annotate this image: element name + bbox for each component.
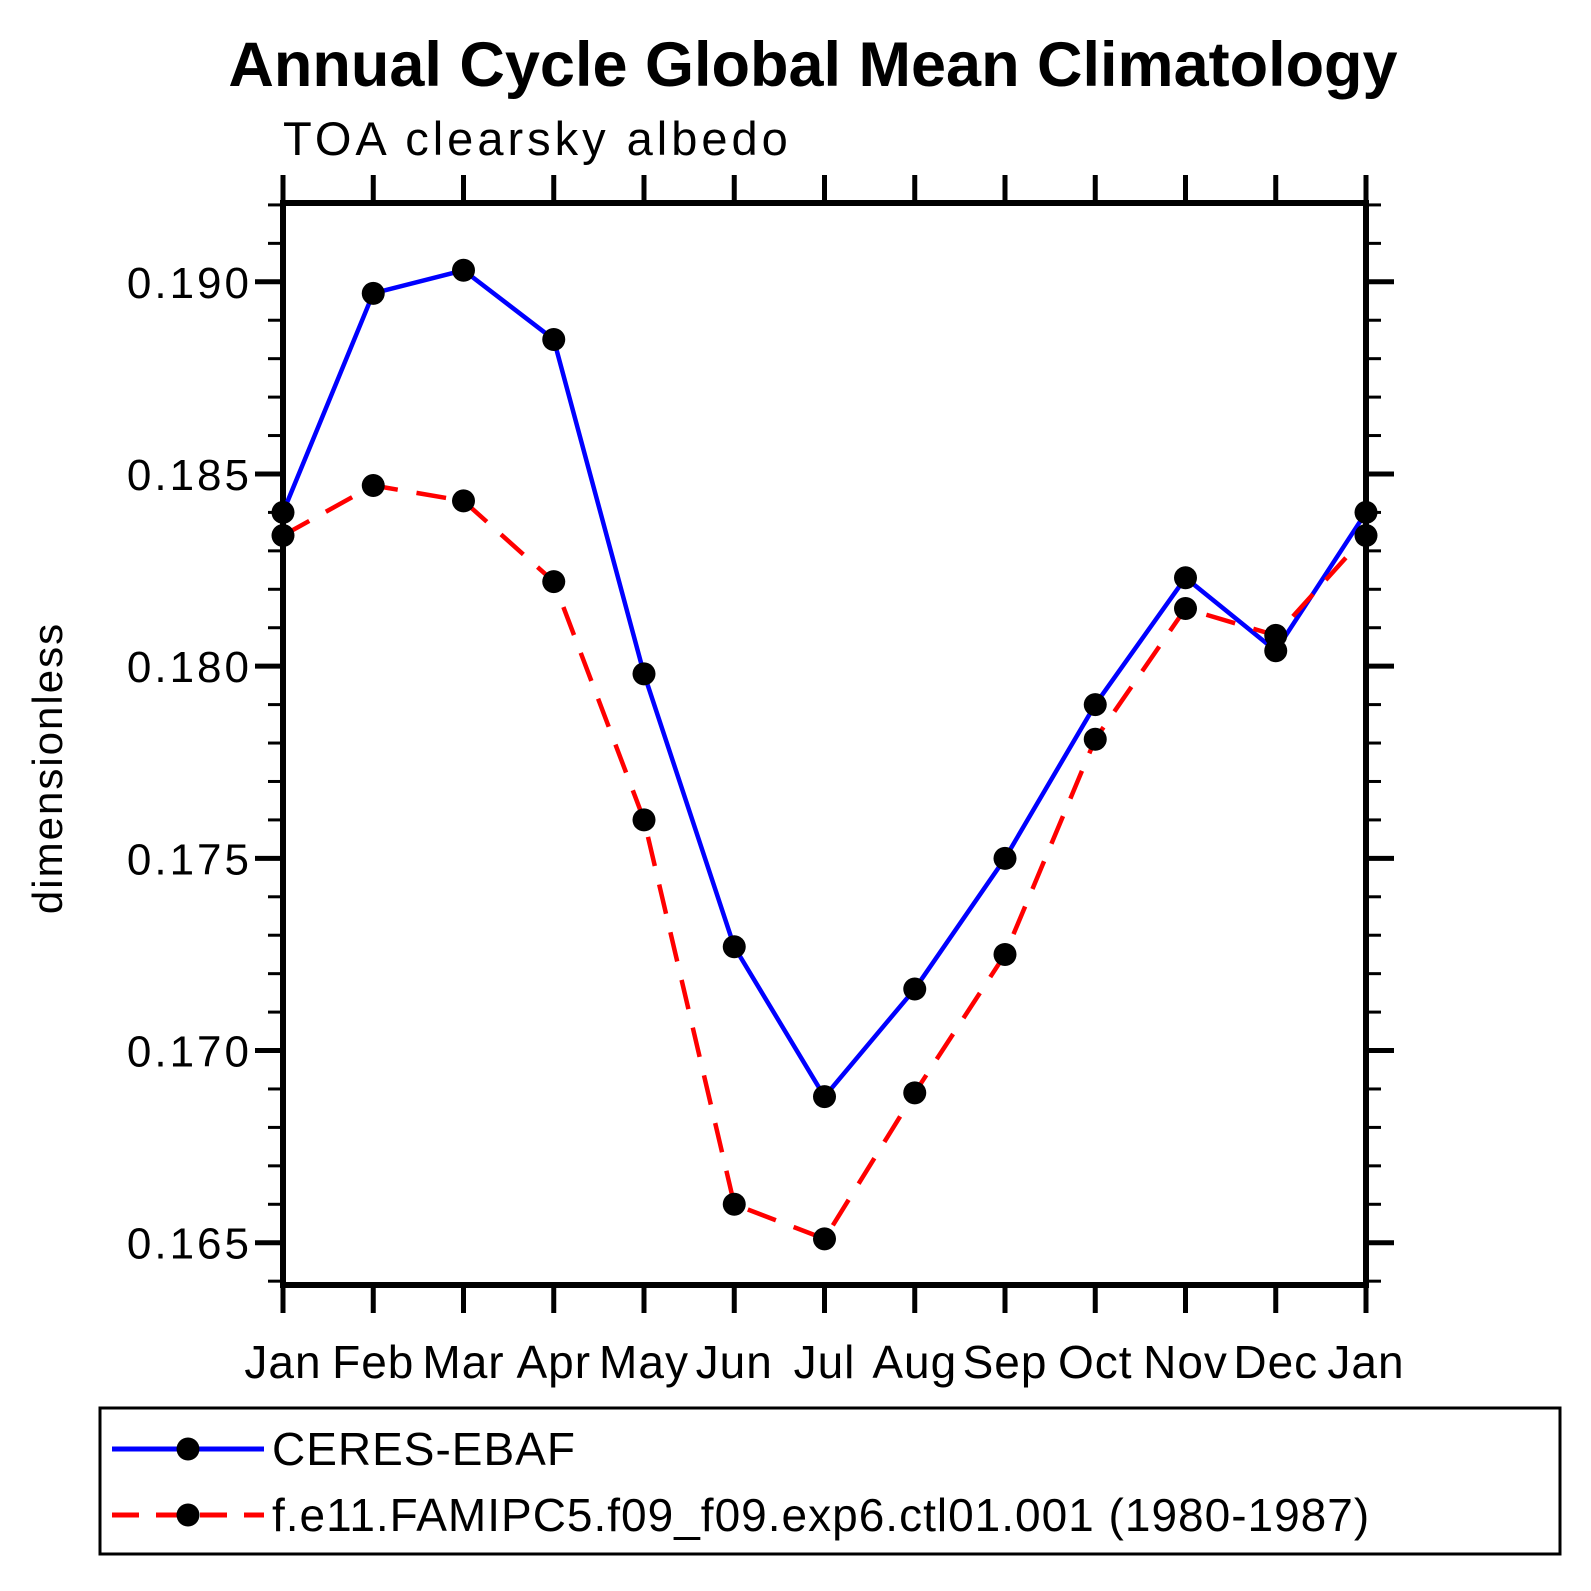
legend-marker-icon [176, 1437, 200, 1461]
series-line-ceres-ebaf [280, 268, 1368, 1099]
x-tick-label: Apr [516, 1336, 591, 1388]
data-point-marker [1174, 566, 1197, 590]
data-point-marker [542, 327, 566, 351]
y-tick-label: 0.190 [127, 259, 252, 308]
data-point-marker [271, 500, 295, 524]
data-point-marker [1083, 727, 1107, 751]
data-point-marker [271, 523, 295, 547]
y-tick-label: 0.180 [127, 643, 252, 692]
x-tick-label: Mar [422, 1336, 504, 1388]
data-point-marker [1174, 597, 1197, 621]
data-point-marker [903, 1081, 927, 1105]
chart-subtitle: TOA clearsky albedo [283, 112, 792, 165]
y-tick-label: 0.170 [127, 1028, 252, 1077]
x-tick-label: Dec [1233, 1336, 1318, 1388]
data-point-marker [632, 662, 656, 686]
x-tick-label: Jul [794, 1336, 856, 1388]
data-point-marker [1264, 623, 1288, 647]
chart-title: Annual Cycle Global Mean Climatology [228, 30, 1397, 100]
x-tick-label: Oct [1058, 1336, 1133, 1388]
legend-entry-model-run: f.e11.FAMIPC5.f09_f09.exp6.ctl01.001 (19… [112, 1489, 1370, 1541]
data-point-marker [1354, 523, 1378, 547]
x-tick-label: Nov [1143, 1336, 1228, 1388]
data-point-marker [452, 258, 475, 282]
legend-marker-icon [176, 1503, 200, 1527]
data-point-marker [813, 1227, 836, 1251]
data-point-marker [903, 977, 927, 1001]
series-line-model-run [281, 483, 1368, 1242]
data-point-marker [452, 489, 475, 513]
legend: CERES-EBAF f.e11.FAMIPC5.f09_f09.exp6.ct… [98, 1406, 1562, 1556]
data-point-marker [361, 281, 385, 305]
data-point-marker [722, 935, 746, 959]
legend-entry-ceres-ebaf: CERES-EBAF [112, 1423, 576, 1475]
legend-label-model-run: f.e11.FAMIPC5.f09_f09.exp6.ctl01.001 (19… [272, 1489, 1370, 1541]
data-point-marker [632, 808, 656, 832]
data-point-marker [1354, 500, 1378, 524]
x-tick-label: Jun [696, 1336, 773, 1388]
x-tick-label: Jan [1327, 1336, 1404, 1388]
y-tick-label: 0.185 [127, 451, 252, 500]
data-point-marker [1083, 693, 1107, 717]
legend-label-ceres-ebaf: CERES-EBAF [272, 1423, 576, 1475]
data-point-marker [722, 1192, 746, 1216]
data-point-marker [993, 846, 1017, 870]
legend-box [98, 1406, 1562, 1556]
data-point-marker [993, 942, 1017, 966]
data-point-marker [361, 474, 385, 498]
x-tick-label: May [599, 1336, 689, 1388]
x-tick-label: Feb [332, 1336, 414, 1388]
y-axis-label: dimensionless [24, 622, 71, 914]
plot-border [280, 200, 1369, 1288]
data-point-marker [813, 1085, 836, 1109]
x-tick-label: Aug [872, 1336, 957, 1388]
y-tick-label: 0.175 [127, 835, 252, 884]
y-tick-label: 0.165 [127, 1220, 252, 1269]
x-tick-label: Jan [244, 1336, 321, 1388]
x-tick-label: Sep [963, 1336, 1048, 1388]
data-point-marker [542, 570, 566, 594]
